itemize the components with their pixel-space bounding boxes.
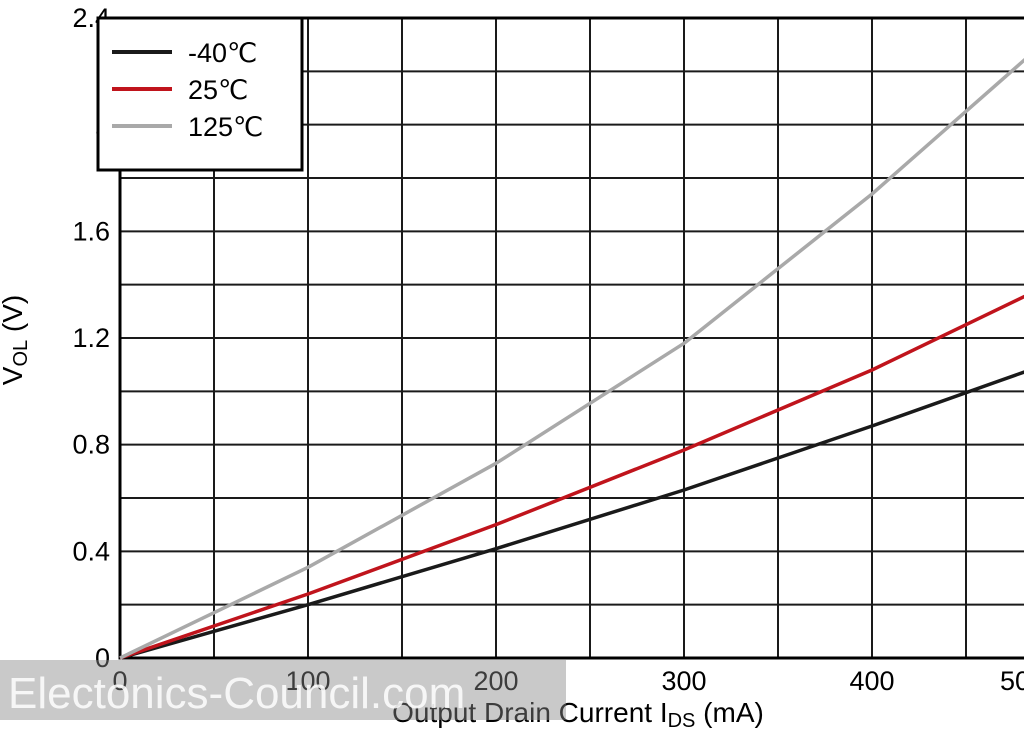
watermark: Electonics-Council.com [0,660,566,720]
x-axis-label-unit: (mA) [695,697,763,728]
x-axis-label-main: Output Drain Current I [392,697,667,728]
legend: -40℃ 25℃ 125℃ [96,16,304,172]
x-axis-label-sub: DS [668,710,696,732]
y-tick-label: 0 [95,643,110,673]
plot-frame [118,16,1024,660]
grid-lines [120,18,1024,658]
y-tick-label: 1.2 [72,323,110,353]
y-axis-label-unit: (V) [0,295,28,340]
series-line [119,57,1024,660]
series-lines [119,57,1024,660]
legend-label: 125℃ [188,112,263,142]
legend-label: -40℃ [188,38,257,68]
y-axis-label-main: V [0,366,28,385]
legend-box [96,16,304,172]
x-tick-labels: 0 100 200 300 400 500 [112,666,1024,696]
y-tick-label: 1.6 [72,216,110,246]
y-axis-label: VOL (V) [0,295,32,385]
x-tick-label: 500 [1000,666,1024,696]
x-tick-label: 400 [849,666,894,696]
y-tick-label: 0.4 [72,536,110,566]
watermark-text: Electonics-Council.com [8,669,465,718]
watermark-band [0,660,566,720]
x-tick-label: 300 [661,666,706,696]
y-tick-label: 0.8 [72,430,110,460]
x-tick-label: 100 [285,666,330,696]
x-tick-label: 0 [112,666,127,696]
series-line [119,370,1024,660]
series-line [119,294,1024,660]
legend-label: 25℃ [188,75,248,105]
x-axis-label: Output Drain Current IDS (mA) [392,697,764,732]
y-axis-label-sub: OL [10,340,32,367]
x-tick-label: 200 [473,666,518,696]
